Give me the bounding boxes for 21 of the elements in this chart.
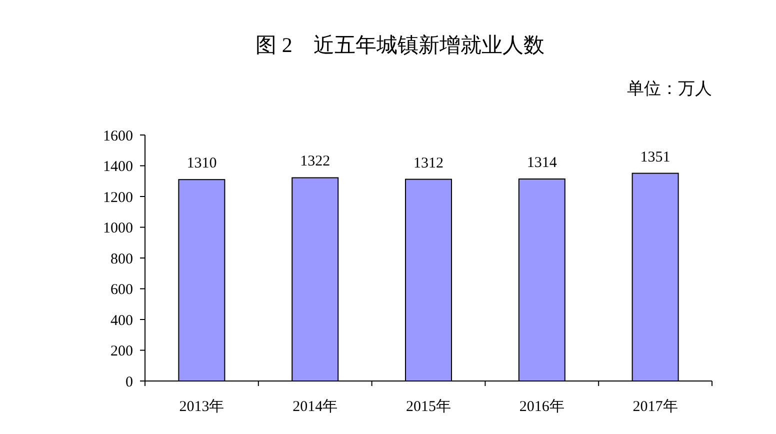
y-tick-label: 400 (110, 312, 133, 329)
y-tick-label: 1200 (103, 190, 133, 206)
data-label: 1312 (414, 155, 444, 172)
y-tick-label: 0 (126, 374, 133, 390)
y-tick-label: 200 (110, 344, 133, 360)
text: 单位：万人 (627, 79, 712, 98)
data-label: 1314 (526, 154, 558, 171)
x-tick-label: 2016年 (519, 398, 564, 415)
y-tick-label: 800 (110, 251, 133, 268)
y-tick-label: 1400 (103, 159, 133, 175)
data-label: 1351 (640, 149, 670, 166)
data-label: 1310 (186, 156, 217, 172)
x-tick-label: 2014年 (292, 398, 338, 415)
x-tick-label: 2017年 (632, 398, 678, 415)
chart-title: 图 2 近五年城镇新增就业人数 (256, 33, 544, 57)
y-tick-label: 600 (110, 282, 133, 298)
x-tick-label: 2013年 (179, 398, 224, 415)
y-tick-label: 1600 (103, 128, 133, 144)
x-tick-label: 2015年 (406, 398, 451, 415)
y-tick-label: 1000 (103, 220, 133, 236)
data-label: 1322 (300, 154, 330, 170)
